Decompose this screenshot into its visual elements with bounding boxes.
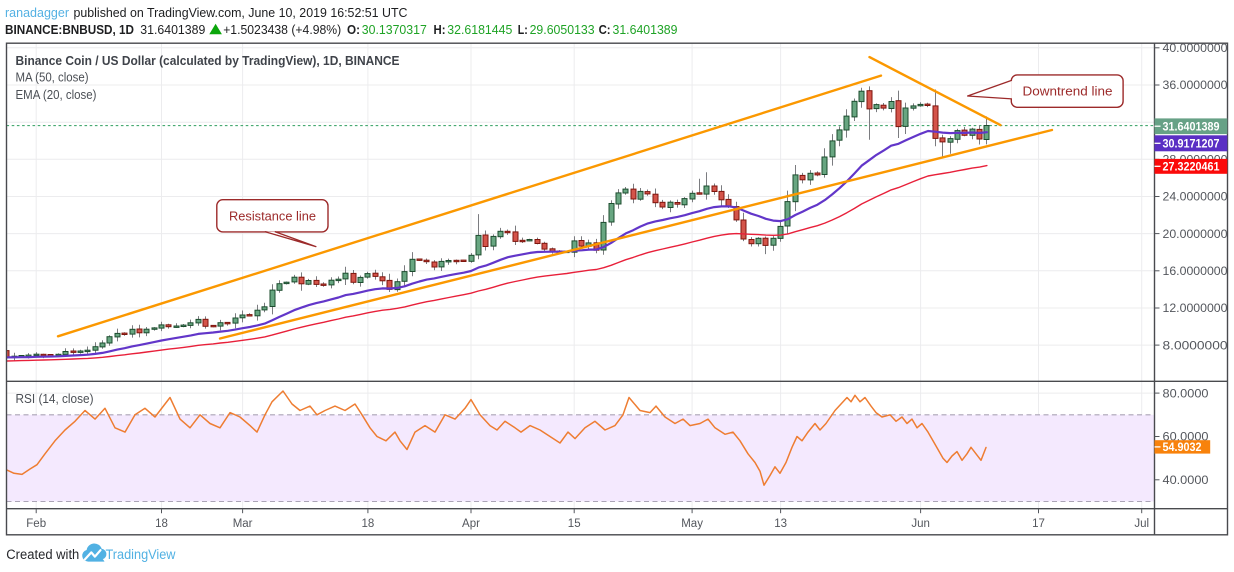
svg-text:31.6401389: 31.6401389	[1163, 120, 1220, 134]
svg-text:31.6401389: 31.6401389	[140, 22, 205, 37]
svg-text:Resistance line: Resistance line	[229, 209, 316, 224]
svg-text:40.0000000: 40.0000000	[1163, 43, 1228, 55]
svg-text:Binance Coin / US Dollar (calc: Binance Coin / US Dollar (calculated by …	[16, 53, 400, 68]
svg-text:L:: L:	[518, 22, 528, 37]
svg-text:80.0000: 80.0000	[1163, 388, 1209, 400]
svg-text:31.6401389: 31.6401389	[613, 22, 678, 37]
svg-text:Jul: Jul	[1134, 518, 1149, 530]
svg-text:Created with: Created with	[6, 547, 79, 562]
svg-text:36.0000000: 36.0000000	[1163, 80, 1228, 92]
svg-text:Apr: Apr	[462, 518, 480, 530]
svg-text:54.9032: 54.9032	[1163, 440, 1202, 454]
svg-text:H:: H:	[434, 22, 446, 37]
svg-text:30.1370317: 30.1370317	[362, 22, 427, 37]
svg-text:27.3220461: 27.3220461	[1163, 160, 1220, 174]
svg-text:ranadagger: ranadagger	[5, 5, 70, 20]
svg-text:17: 17	[1032, 518, 1045, 530]
svg-text:Downtrend line: Downtrend line	[1023, 84, 1113, 99]
svg-text:BINANCE:BNBUSD, 1D: BINANCE:BNBUSD, 1D	[5, 22, 134, 37]
svg-text:40.0000: 40.0000	[1163, 475, 1209, 487]
svg-text:+1.5023438 (+4.98%): +1.5023438 (+4.98%)	[223, 22, 341, 37]
svg-text:20.0000000: 20.0000000	[1163, 229, 1228, 241]
svg-text:EMA (20, close): EMA (20, close)	[16, 88, 97, 102]
svg-text:13: 13	[774, 518, 787, 530]
svg-text:C:: C:	[599, 22, 611, 37]
svg-text:18: 18	[362, 518, 375, 530]
svg-text:Jun: Jun	[911, 518, 930, 530]
svg-text:8.0000000: 8.0000000	[1163, 340, 1228, 352]
svg-text:32.6181445: 32.6181445	[447, 22, 512, 37]
svg-text:15: 15	[568, 518, 581, 530]
svg-text:16.0000000: 16.0000000	[1163, 266, 1228, 278]
svg-text:MA (50, close): MA (50, close)	[16, 71, 89, 85]
svg-text:TradingView: TradingView	[106, 547, 176, 562]
svg-text:12.0000000: 12.0000000	[1163, 303, 1228, 315]
svg-text:18: 18	[155, 518, 168, 530]
svg-text:30.9171207: 30.9171207	[1163, 137, 1220, 151]
svg-text:RSI (14, close): RSI (14, close)	[16, 392, 94, 406]
svg-text:Feb: Feb	[26, 518, 46, 530]
svg-text:May: May	[681, 518, 703, 530]
svg-text:24.0000000: 24.0000000	[1163, 192, 1228, 204]
svg-text:O:: O:	[347, 22, 360, 37]
svg-text:Mar: Mar	[233, 518, 253, 530]
svg-text:29.6050133: 29.6050133	[530, 22, 595, 37]
svg-text:published on TradingView.com,: published on TradingView.com, June 10, 2…	[74, 5, 408, 20]
